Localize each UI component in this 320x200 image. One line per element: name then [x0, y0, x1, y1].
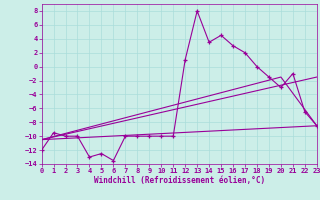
X-axis label: Windchill (Refroidissement éolien,°C): Windchill (Refroidissement éolien,°C) [94, 176, 265, 185]
